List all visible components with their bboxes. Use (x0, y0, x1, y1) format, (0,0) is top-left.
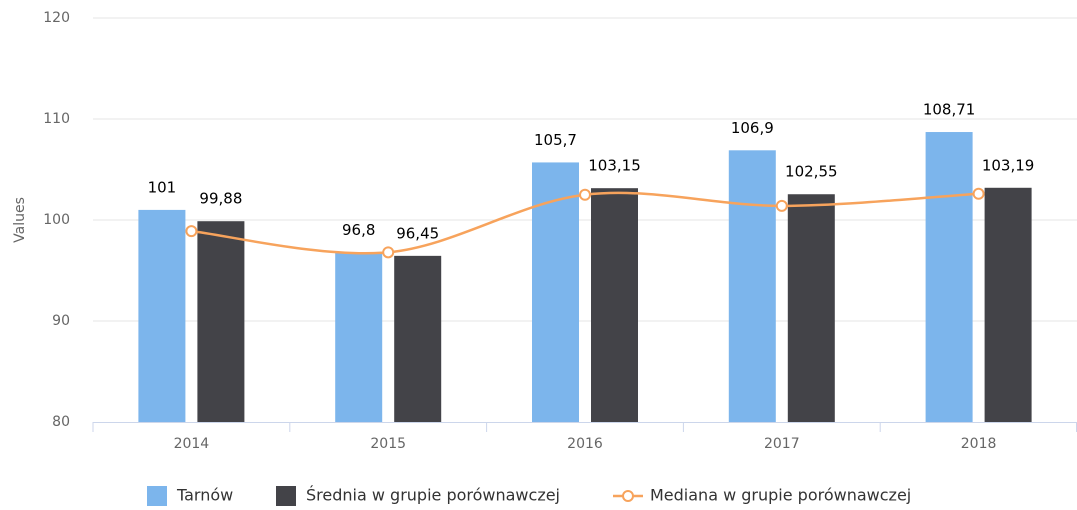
data-label: 99,88 (199, 190, 242, 208)
legend-symbol (276, 486, 296, 506)
line (191, 191, 979, 255)
data-label: 108,71 (923, 101, 976, 119)
data-label: 102,55 (785, 163, 838, 181)
legend-label: Mediana w grupie porównawczej (650, 486, 911, 505)
line-marker (382, 246, 395, 259)
bar (197, 221, 245, 422)
data-label: 96,45 (396, 224, 439, 242)
bar (728, 150, 776, 422)
bar (925, 132, 973, 423)
bar (787, 194, 835, 422)
bar (591, 188, 638, 422)
line-marker (972, 187, 985, 200)
data-label: 103,19 (982, 156, 1035, 174)
y-tick-label: 110 (43, 111, 70, 127)
x-tick-label: 2014 (174, 436, 210, 452)
legend-symbol (622, 490, 634, 502)
legend-label: Średnia w grupie porównawczej (306, 486, 560, 505)
line-marker (775, 199, 788, 212)
data-label: 105,7 (534, 131, 577, 149)
x-tick-label: 2015 (370, 436, 406, 452)
x-tick-label: 2018 (961, 436, 997, 452)
x-tick-label: 2016 (567, 436, 603, 452)
y-axis-label: Values (12, 197, 28, 243)
line-marker (579, 188, 591, 201)
y-tick-label: 80 (52, 414, 70, 430)
data-label: 96,8 (342, 221, 375, 239)
bar (138, 209, 186, 422)
data-label: 106,9 (731, 119, 774, 137)
legend-symbol (147, 486, 167, 506)
data-label: 103,15 (588, 157, 641, 175)
bar (335, 252, 383, 422)
y-tick-label: 120 (43, 10, 70, 26)
x-tick-label: 2017 (764, 436, 800, 452)
y-tick-label: 100 (43, 212, 70, 228)
y-tick-label: 90 (52, 313, 70, 329)
legend-label: Tarnów (176, 486, 233, 505)
data-label: 101 (148, 178, 177, 196)
bar (984, 187, 1032, 422)
bar (394, 255, 442, 422)
line-marker (185, 225, 198, 238)
